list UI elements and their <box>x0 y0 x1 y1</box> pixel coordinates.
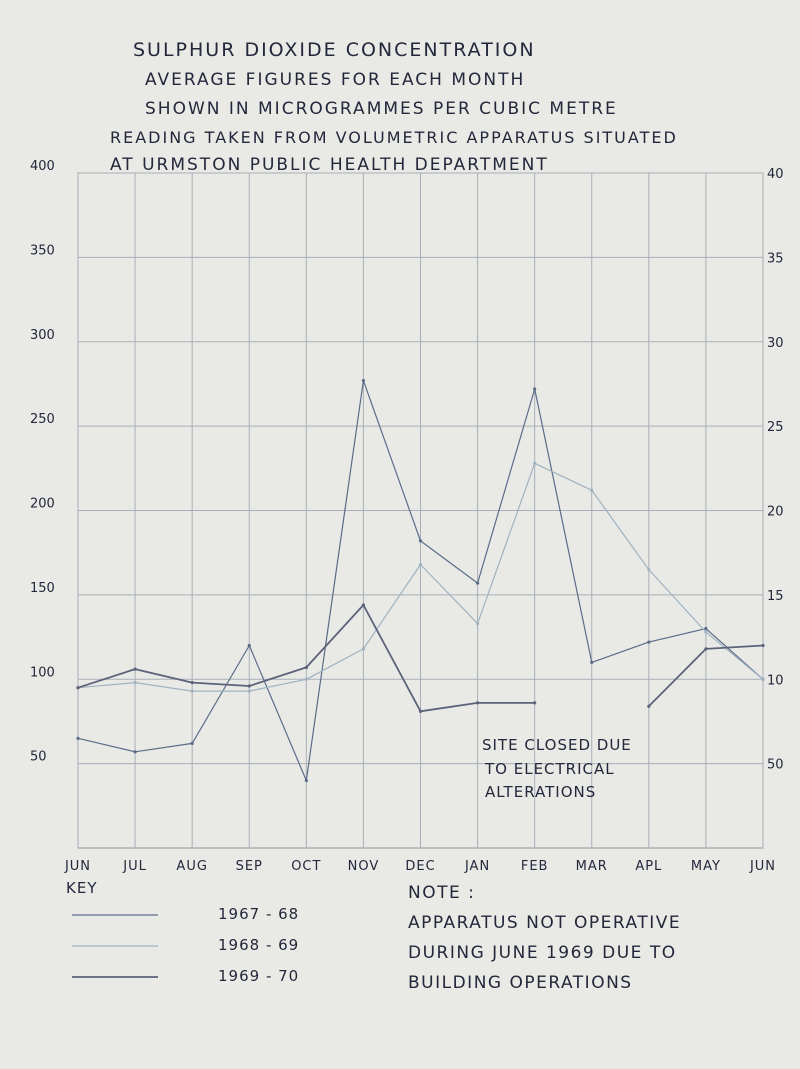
note-line: BUILDING OPERATIONS <box>408 973 633 993</box>
data-point <box>190 741 194 745</box>
data-point <box>647 567 651 572</box>
y-tick-label-right: 30 <box>767 336 784 351</box>
data-point <box>76 736 80 740</box>
data-point <box>704 630 708 634</box>
title-line: SULPHUR DIOXIDE CONCENTRATION <box>133 39 536 61</box>
x-tick-label: APL <box>635 859 662 874</box>
y-tick-label-left: 200 <box>30 497 55 512</box>
annotation-line: SITE CLOSED DUE <box>482 736 632 754</box>
y-tick-label-left: 150 <box>30 581 55 596</box>
data-point <box>533 701 537 705</box>
data-point <box>133 667 137 671</box>
data-point <box>247 689 251 693</box>
chart-title: SULPHUR DIOXIDE CONCENTRATION AVERAGE FIG… <box>110 39 678 175</box>
data-point <box>304 778 308 783</box>
data-point <box>647 704 651 708</box>
data-point <box>361 603 366 607</box>
x-tick-label: NOV <box>348 859 380 874</box>
title-line: AT URMSTON PUBLIC HEALTH DEPARTMENT <box>110 155 549 175</box>
x-tick-label: AUG <box>176 859 207 874</box>
y-tick-label-left: 50 <box>30 750 47 765</box>
data-point <box>761 677 765 681</box>
y-tick-label-right: 15 <box>767 589 784 604</box>
annotation-line: TO ELECTRICAL <box>484 760 615 778</box>
y-tick-label-left: 400 <box>30 159 55 174</box>
y-axis-left: 400 350 300 250 200 150 100 50 <box>30 159 55 765</box>
data-point <box>590 488 594 492</box>
legend-label: 1968 - 69 <box>218 936 299 954</box>
data-point <box>418 562 423 567</box>
x-tick-label: MAY <box>691 859 721 874</box>
data-point <box>533 387 537 391</box>
x-tick-label: DEC <box>405 859 435 874</box>
title-line: SHOWN IN MICROGRAMMES PER CUBIC METRE <box>145 99 618 119</box>
data-point <box>361 378 366 383</box>
data-point <box>190 681 194 685</box>
note-line: APPARATUS NOT OPERATIVE <box>408 913 681 933</box>
x-tick-label: JUL <box>122 859 147 874</box>
data-point <box>133 750 137 754</box>
data-point <box>533 461 537 465</box>
chart-grid <box>77 172 764 849</box>
x-axis: JUN JUL AUG SEP OCT NOV DEC JAN FEB MAR APL MAY JUN <box>64 859 776 874</box>
data-point <box>590 660 594 664</box>
data-point <box>190 689 194 693</box>
y-tick-label-right: 50 <box>767 758 784 773</box>
data-point <box>361 647 366 651</box>
chart-legend: KEY 1967 - 68 1968 - 69 1969 - 70 <box>66 879 299 985</box>
annotation-line: ALTERATIONS <box>485 783 596 801</box>
legend-label: 1967 - 68 <box>218 905 299 923</box>
chart-series <box>76 378 765 783</box>
x-tick-label: SEP <box>236 859 263 874</box>
x-tick-label: MAR <box>576 859 608 874</box>
data-point <box>418 539 423 543</box>
y-tick-label-right: 35 <box>767 251 784 266</box>
data-point <box>76 686 80 690</box>
data-point <box>418 709 423 713</box>
x-tick-label: OCT <box>291 859 321 874</box>
legend-title: KEY <box>66 879 97 897</box>
data-point <box>647 640 651 644</box>
x-tick-label: FEB <box>521 859 549 874</box>
data-point <box>304 677 308 681</box>
y-tick-label-right: 10 <box>767 673 784 688</box>
data-point <box>761 643 765 648</box>
note-line: DURING JUNE 1969 DUE TO <box>408 943 677 963</box>
y-tick-label-left: 350 <box>30 243 55 258</box>
title-line: AVERAGE FIGURES FOR EACH MONTH <box>145 70 525 90</box>
title-line: READING TAKEN FROM VOLUMETRIC APPARATUS … <box>110 128 678 147</box>
data-point <box>133 681 137 685</box>
y-tick-label-right: 20 <box>767 505 784 520</box>
data-point <box>475 621 480 626</box>
x-tick-label: JUN <box>749 859 776 874</box>
legend-label: 1969 - 70 <box>218 967 299 985</box>
chart-annotation: SITE CLOSED DUE TO ELECTRICAL ALTERATIONS <box>482 736 632 801</box>
data-point <box>247 684 251 688</box>
x-tick-label: JAN <box>464 859 490 874</box>
data-point <box>304 665 308 670</box>
y-tick-label-right: 25 <box>767 420 784 435</box>
note-line: NOTE : <box>408 883 475 903</box>
data-point <box>247 643 251 648</box>
chart-note: NOTE : APPARATUS NOT OPERATIVE DURING JUNE… <box>408 883 681 993</box>
y-axis-right: 40 35 30 25 20 15 10 50 <box>767 167 784 773</box>
data-point <box>704 627 708 631</box>
y-tick-label-right: 40 <box>767 167 784 182</box>
data-point <box>475 701 480 705</box>
y-tick-label-left: 300 <box>30 328 55 343</box>
y-tick-label-left: 100 <box>30 665 55 680</box>
x-tick-label: JUN <box>64 859 91 874</box>
data-point <box>704 647 708 651</box>
y-tick-label-left: 250 <box>30 412 55 427</box>
data-point <box>475 581 480 585</box>
